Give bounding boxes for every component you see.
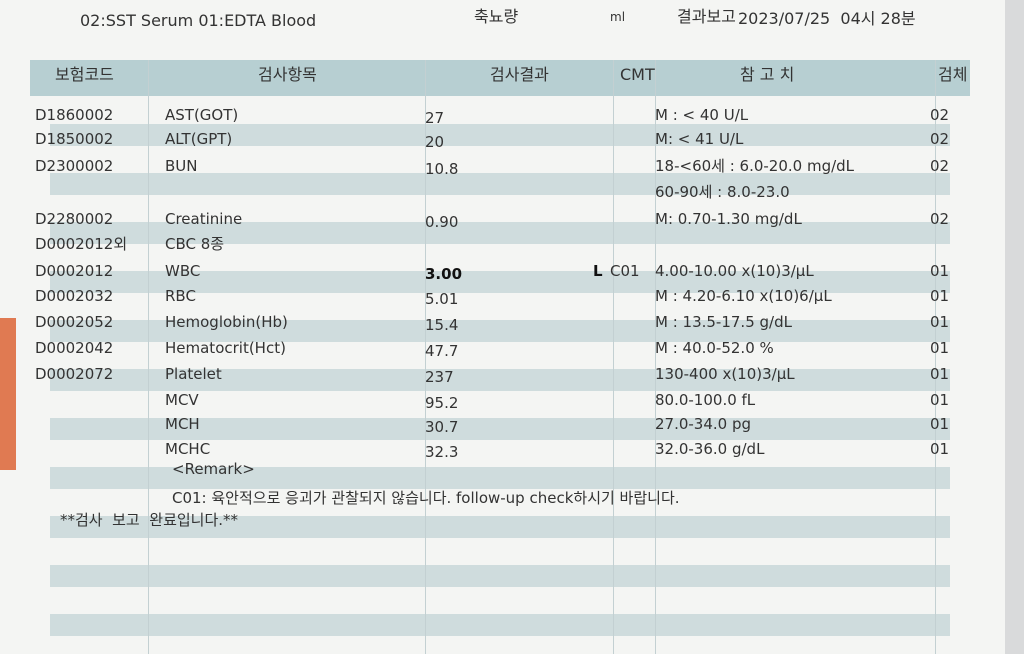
cell-ref: M : 40.0-52.0 % xyxy=(655,339,774,357)
cell-item: AST(GOT) xyxy=(165,106,239,124)
cell-result: 32.3 xyxy=(425,443,459,461)
column-rule xyxy=(655,60,656,654)
cell-code: D1860002 xyxy=(35,106,114,124)
cell-result: 95.2 xyxy=(425,394,459,412)
cell-specimen: 01 xyxy=(930,415,950,433)
cell-code: D0002032 xyxy=(35,287,114,305)
cell-specimen: 02 xyxy=(930,210,950,228)
cell-result: 10.8 xyxy=(425,160,459,178)
cell-specimen: 01 xyxy=(930,339,950,357)
remark-title: <Remark> xyxy=(172,460,255,478)
cell-result: 237 xyxy=(425,368,454,386)
cell-code: D0002012 xyxy=(35,262,114,280)
cell-flag: L xyxy=(593,262,603,280)
cell-code: D1850002 xyxy=(35,130,114,148)
cell-code: D0002012외 xyxy=(35,235,128,253)
column-header: CMT xyxy=(620,65,655,84)
cell-item: WBC xyxy=(165,262,201,280)
cell-ref: 130-400 x(10)3/µL xyxy=(655,365,795,383)
cell-specimen: 01 xyxy=(930,440,950,458)
report-time: 2023/07/25 04시 28분 xyxy=(738,9,916,28)
cell-ref: 27.0-34.0 pg xyxy=(655,415,752,433)
footer: **검사 보고 완료입니다.** xyxy=(60,511,239,529)
cell-item: ALT(GPT) xyxy=(165,130,233,148)
column-header: 보험코드 xyxy=(55,65,114,84)
cell-specimen: 02 xyxy=(930,157,950,175)
cell-code: D2280002 xyxy=(35,210,114,228)
cell-ref: 60-90세 : 8.0-23.0 xyxy=(655,183,790,201)
cell-code: D0002042 xyxy=(35,339,114,357)
cell-ref: M: < 41 U/L xyxy=(655,130,744,148)
cell-specimen: 02 xyxy=(930,106,950,124)
cell-ref: 4.00-10.00 x(10)3/µL xyxy=(655,262,814,280)
cell-item: MCHC xyxy=(165,440,211,458)
edge-tab xyxy=(0,318,16,470)
cell-ref: 18-<60세 : 6.0-20.0 mg/dL xyxy=(655,157,855,175)
cell-result: 27 xyxy=(425,109,445,127)
cell-item: MCV xyxy=(165,391,199,409)
cell-specimen: 02 xyxy=(930,130,950,148)
tubes: 02:SST Serum 01:EDTA Blood xyxy=(80,11,317,30)
cell-result: 15.4 xyxy=(425,316,459,334)
cell-specimen: 01 xyxy=(930,365,950,383)
cell-specimen: 01 xyxy=(930,287,950,305)
cell-item: CBC 8종 xyxy=(165,235,225,253)
column-rule xyxy=(935,60,936,654)
column-rule xyxy=(148,60,149,654)
cell-item: MCH xyxy=(165,415,200,433)
cell-item: Hematocrit(Hct) xyxy=(165,339,286,357)
cell-code: D2300002 xyxy=(35,157,114,175)
cell-ref: 80.0-100.0 fL xyxy=(655,391,756,409)
row-stripes xyxy=(50,97,950,654)
column-rule xyxy=(425,60,426,654)
column-header: 검체 xyxy=(938,65,968,84)
cell-result: 30.7 xyxy=(425,418,459,436)
cell-item: RBC xyxy=(165,287,196,305)
cell-specimen: 01 xyxy=(930,313,950,331)
column-header: 검사항목 xyxy=(258,65,317,84)
cell-item: Hemoglobin(Hb) xyxy=(165,313,288,331)
column-header: 참 고 치 xyxy=(740,65,795,84)
cell-result: 5.01 xyxy=(425,290,459,308)
cell-result: 47.7 xyxy=(425,342,459,360)
report-label: 결과보고 xyxy=(677,7,736,26)
cell-ref: 32.0-36.0 g/dL xyxy=(655,440,765,458)
cell-code: D0002072 xyxy=(35,365,114,383)
cell-ref: M: 0.70-1.30 mg/dL xyxy=(655,210,802,228)
cell-specimen: 01 xyxy=(930,262,950,280)
cell-item: Creatinine xyxy=(165,210,243,228)
urine-label: 축뇨량 xyxy=(474,7,519,26)
cell-item: BUN xyxy=(165,157,198,175)
cell-result: 20 xyxy=(425,133,445,151)
cell-specimen: 01 xyxy=(930,391,950,409)
cell-code: D0002052 xyxy=(35,313,114,331)
cell-ref: M : < 40 U/L xyxy=(655,106,749,124)
remark-text: C01: 육안적으로 응괴가 관찰되지 않습니다. follow-up chec… xyxy=(172,489,680,507)
header-bar xyxy=(30,60,970,96)
cell-cmt: C01 xyxy=(610,262,640,280)
cell-result: 0.90 xyxy=(425,213,459,231)
cell-ref: M : 13.5-17.5 g/dL xyxy=(655,313,792,331)
unit: ml xyxy=(610,10,626,24)
column-rule xyxy=(613,60,614,654)
cell-result: 3.00 xyxy=(425,265,463,283)
cell-ref: M : 4.20-6.10 x(10)6/µL xyxy=(655,287,832,305)
cell-item: Platelet xyxy=(165,365,222,383)
column-header: 검사결과 xyxy=(490,65,549,84)
